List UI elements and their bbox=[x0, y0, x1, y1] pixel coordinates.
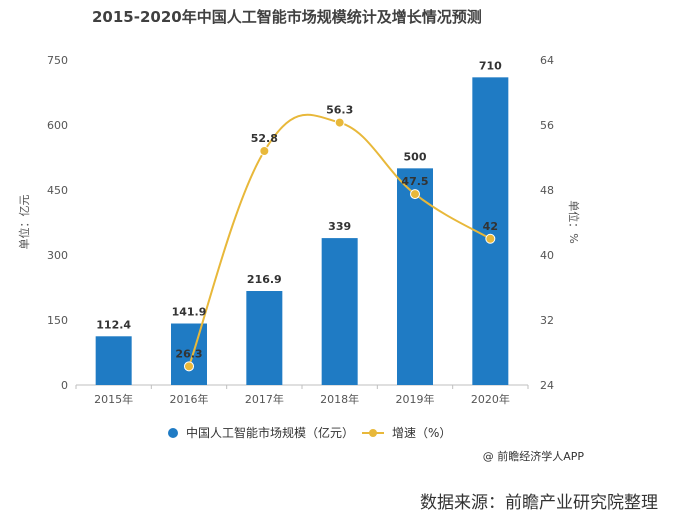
bar-value-label: 710 bbox=[479, 59, 502, 72]
growth-point bbox=[259, 146, 270, 156]
bar-value-label: 216.9 bbox=[247, 273, 282, 286]
growth-value-label: 42 bbox=[483, 220, 498, 233]
growth-value-label: 56.3 bbox=[326, 104, 353, 117]
legend-bar-label: 中国人工智能市场规模（亿元） bbox=[186, 426, 355, 440]
bar bbox=[397, 168, 433, 385]
x-tick-label: 2019年 bbox=[396, 392, 435, 406]
x-tick-label: 2016年 bbox=[170, 392, 209, 406]
y-left-tick-label: 0 bbox=[61, 379, 68, 392]
bar bbox=[321, 238, 358, 385]
y-left-tick-label: 450 bbox=[47, 184, 68, 197]
y-left-tick-label: 150 bbox=[47, 314, 68, 327]
axes: 0 150 300 450 600 750 24 32 40 48 56 64 2015年 2016年 20… bbox=[47, 54, 554, 406]
bar-series bbox=[95, 77, 509, 385]
data-labels: 112.4 141.9 216.9 339 500 710 26.3 52.8 56.3 47.5… bbox=[96, 59, 502, 360]
growth-value-label: 52.8 bbox=[251, 132, 278, 145]
credit-text: @ 前瞻经济学人APP bbox=[482, 450, 584, 463]
chart-title: 2015-2020年中国人工智能市场规模统计及增长情况预测 bbox=[92, 8, 482, 26]
y-right-tick-label: 48 bbox=[540, 184, 554, 197]
bar-value-label: 339 bbox=[328, 220, 351, 233]
growth-point bbox=[184, 361, 194, 372]
growth-value-label: 26.3 bbox=[175, 347, 202, 360]
y-left-tick-label: 600 bbox=[47, 119, 68, 132]
growth-point bbox=[334, 117, 345, 128]
y-right-tick-label: 64 bbox=[540, 54, 554, 67]
source-note: 数据来源：前瞻产业研究院整理 bbox=[420, 493, 658, 513]
y-left-axis-label: 单位：亿元 bbox=[17, 195, 31, 250]
growth-value-label: 47.5 bbox=[401, 175, 428, 188]
x-tick-label: 2020年 bbox=[471, 392, 510, 406]
bar-value-label: 141.9 bbox=[172, 306, 207, 319]
bar bbox=[171, 323, 207, 385]
line-series bbox=[184, 113, 496, 372]
legend-item-bar: 中国人工智能市场规模（亿元） bbox=[168, 424, 354, 441]
y-right-tick-label: 40 bbox=[540, 249, 554, 262]
growth-line bbox=[188, 113, 491, 367]
y-right-tick-label: 24 bbox=[540, 379, 554, 392]
y-right-tick-label: 56 bbox=[540, 119, 554, 132]
y-right-axis-label: 单位：% bbox=[567, 200, 581, 243]
bar-value-label: 112.4 bbox=[96, 318, 131, 331]
legend-line-swatch bbox=[362, 428, 384, 438]
bar bbox=[246, 291, 283, 385]
growth-point bbox=[410, 189, 420, 200]
legend-line-label: 增速（%） bbox=[392, 426, 452, 440]
x-tick-label: 2017年 bbox=[245, 392, 284, 406]
y-left-tick-label: 300 bbox=[47, 249, 68, 262]
bar-value-label: 500 bbox=[404, 150, 427, 163]
bar bbox=[95, 336, 132, 385]
legend-item-line: 增速（%） bbox=[362, 424, 451, 441]
legend-bar-swatch bbox=[168, 427, 178, 438]
growth-point bbox=[485, 233, 496, 244]
y-left-tick-label: 750 bbox=[47, 54, 68, 67]
x-tick-label: 2015年 bbox=[94, 392, 133, 406]
y-right-tick-label: 32 bbox=[540, 314, 554, 327]
x-tick-label: 2018年 bbox=[320, 392, 359, 406]
